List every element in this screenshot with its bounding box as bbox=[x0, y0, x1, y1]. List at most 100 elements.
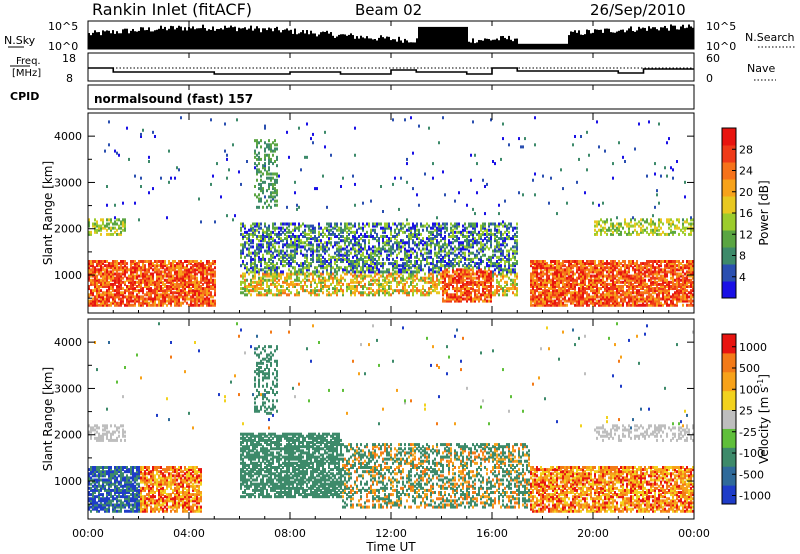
heatmap-cell bbox=[128, 291, 130, 295]
heatmap-cell bbox=[486, 276, 488, 280]
heatmap-cell bbox=[418, 241, 420, 245]
heatmap-cell bbox=[446, 243, 448, 247]
heatmap-cell bbox=[464, 247, 466, 251]
heatmap-cell bbox=[114, 226, 116, 230]
heatmap-cell bbox=[336, 264, 338, 268]
heatmap-cell bbox=[412, 151, 414, 155]
heatmap-cell bbox=[362, 293, 364, 297]
heatmap-cell bbox=[260, 239, 262, 243]
heatmap-cell bbox=[188, 278, 190, 282]
heatmap-cell bbox=[448, 297, 450, 301]
heatmap-cell bbox=[88, 278, 90, 282]
heatmap-cell bbox=[370, 232, 372, 236]
heatmap-cell bbox=[434, 253, 436, 257]
heatmap-cell bbox=[194, 280, 196, 284]
heatmap-cell bbox=[538, 264, 540, 268]
heatmap-cell bbox=[510, 287, 512, 291]
heatmap-cell bbox=[484, 247, 486, 251]
heatmap-cell bbox=[414, 241, 416, 245]
heatmap-cell bbox=[106, 278, 108, 282]
heatmap-cell bbox=[512, 264, 514, 268]
noise-sample bbox=[88, 33, 90, 49]
heatmap-cell bbox=[318, 224, 320, 228]
heatmap-cell bbox=[470, 153, 472, 157]
heatmap-cell bbox=[282, 230, 284, 234]
heatmap-cell bbox=[132, 268, 134, 272]
heatmap-cell bbox=[458, 222, 460, 226]
heatmap-cell bbox=[92, 297, 94, 301]
heatmap-cell bbox=[258, 230, 260, 234]
heatmap-cell bbox=[532, 297, 534, 301]
heatmap-cell bbox=[388, 224, 390, 228]
heatmap-cell bbox=[482, 272, 484, 276]
heatmap-cell bbox=[404, 264, 406, 268]
heatmap-cell bbox=[280, 249, 282, 253]
heatmap-cell bbox=[322, 245, 324, 249]
heatmap-cell bbox=[278, 253, 280, 257]
heatmap-cell bbox=[132, 262, 134, 266]
heatmap-cell bbox=[304, 260, 306, 263]
heatmap-cell bbox=[272, 253, 274, 257]
heatmap-cell bbox=[128, 289, 130, 293]
heatmap-cell bbox=[198, 287, 200, 291]
heatmap-cell bbox=[354, 251, 356, 255]
heatmap-cell bbox=[508, 289, 510, 293]
heatmap-cell bbox=[416, 276, 418, 280]
heatmap-cell bbox=[118, 262, 120, 266]
heatmap-cell bbox=[334, 270, 336, 274]
heatmap-cell bbox=[256, 228, 258, 232]
heatmap-cell bbox=[196, 266, 198, 270]
heatmap-cell bbox=[104, 301, 106, 305]
heatmap-cell bbox=[458, 191, 460, 195]
heatmap-cell bbox=[400, 280, 402, 284]
heatmap-cell bbox=[412, 272, 414, 276]
heatmap-cell bbox=[254, 155, 256, 159]
heatmap-cell bbox=[350, 247, 352, 251]
heatmap-cell bbox=[434, 224, 436, 228]
heatmap-cell bbox=[502, 232, 504, 236]
noise-sample bbox=[120, 33, 122, 49]
heatmap-cell bbox=[370, 274, 372, 278]
heatmap-cell bbox=[512, 278, 514, 282]
heatmap-cell bbox=[94, 303, 96, 307]
heatmap-cell bbox=[312, 255, 314, 259]
heatmap-cell bbox=[122, 291, 124, 295]
heatmap-cell bbox=[312, 257, 314, 261]
heatmap-cell bbox=[550, 299, 552, 303]
heatmap-cell bbox=[208, 278, 210, 282]
heatmap-cell bbox=[418, 203, 420, 207]
heatmap-cell bbox=[442, 280, 444, 284]
heatmap-cell bbox=[476, 243, 478, 247]
heatmap-cell bbox=[482, 247, 484, 251]
heatmap-cell bbox=[288, 264, 290, 268]
heatmap-cell bbox=[176, 291, 178, 295]
heatmap-cell bbox=[510, 278, 512, 282]
heatmap-cell bbox=[512, 280, 514, 284]
heatmap-cell bbox=[156, 278, 158, 282]
heatmap-cell bbox=[102, 293, 104, 297]
heatmap-cell bbox=[400, 226, 402, 230]
heatmap-cell bbox=[534, 268, 536, 272]
heatmap-cell bbox=[444, 274, 446, 278]
heatmap-cell bbox=[444, 255, 446, 259]
heatmap-cell bbox=[488, 257, 490, 261]
heatmap-cell bbox=[178, 270, 180, 274]
heatmap-cell bbox=[126, 276, 128, 280]
heatmap-cell bbox=[146, 274, 148, 278]
heatmap-cell bbox=[160, 289, 162, 293]
heatmap-cell bbox=[540, 293, 542, 297]
noise-sample bbox=[558, 43, 560, 49]
heatmap-cell bbox=[502, 293, 504, 297]
heatmap-cell bbox=[104, 264, 106, 268]
heatmap-cell bbox=[152, 289, 154, 293]
heatmap-cell bbox=[510, 268, 512, 272]
heatmap-cell bbox=[416, 193, 418, 197]
heatmap-cell bbox=[234, 214, 236, 218]
heatmap-cell bbox=[292, 260, 294, 263]
heatmap-cell bbox=[378, 289, 380, 293]
heatmap-cell bbox=[138, 303, 140, 307]
heatmap-cell bbox=[160, 264, 162, 268]
noise-sample bbox=[180, 26, 182, 49]
heatmap-cell bbox=[256, 282, 258, 286]
heatmap-cell bbox=[158, 270, 160, 274]
